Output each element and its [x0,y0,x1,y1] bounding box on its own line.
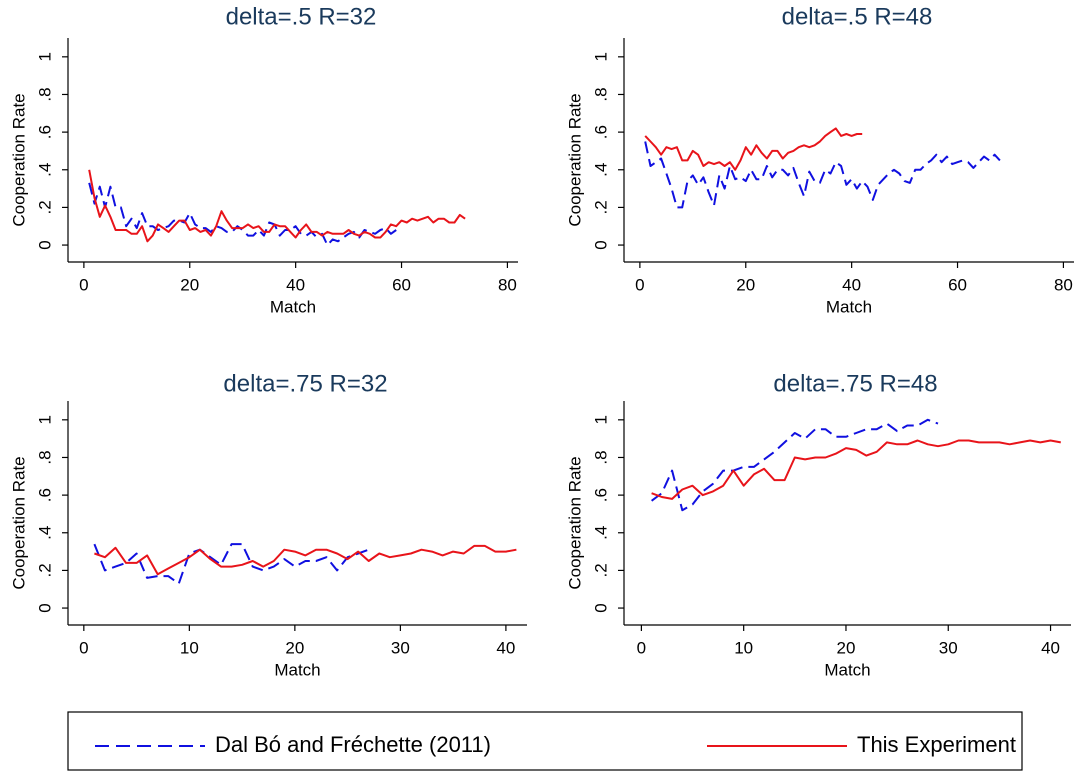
series-line [651,439,1061,500]
x-tick-label: 20 [180,275,199,294]
series-line [644,127,863,171]
x-tick-label: 40 [286,275,305,294]
y-tick-label: .4 [35,526,54,540]
chart-title: delta=.75 R=48 [773,370,937,397]
y-tick-label: .6 [591,488,610,502]
series-line [651,418,939,512]
y-tick-label: 0 [35,603,54,612]
y-tick-label: .2 [35,200,54,214]
y-tick-label: .4 [35,163,54,177]
x-axis-label: Match [274,660,320,679]
chart-title: delta=.5 R=32 [226,3,377,30]
x-tick-label: 20 [837,638,856,657]
y-tick-label: 0 [591,240,610,249]
legend-label: This Experiment [857,732,1016,757]
series-line [94,544,517,576]
x-tick-label: 80 [498,275,517,294]
y-tick-label: .6 [591,125,610,139]
y-tick-label: .4 [591,163,610,177]
x-tick-label: 20 [285,638,304,657]
series-line [93,543,370,585]
y-tick-label: 0 [591,603,610,612]
y-tick-label: .2 [35,563,54,577]
y-axis-label: Cooperation Rate [9,93,28,226]
x-tick-label: 0 [79,275,88,294]
x-axis-label: Match [826,297,872,316]
y-tick-label: .8 [591,87,610,101]
chart-title: delta=.5 R=48 [782,3,933,30]
x-tick-label: 0 [79,638,88,657]
x-tick-label: 10 [180,638,199,657]
x-axis-label: Match [824,660,870,679]
y-tick-label: 1 [35,415,54,424]
x-tick-label: 0 [637,638,646,657]
x-tick-label: 40 [1041,638,1060,657]
series-line [644,141,1001,209]
y-tick-label: .2 [591,200,610,214]
y-axis-label: Cooperation Rate [9,456,28,589]
y-tick-label: .8 [591,450,610,464]
x-tick-label: 30 [391,638,410,657]
y-axis-label: Cooperation Rate [565,93,584,226]
y-tick-label: 0 [35,240,54,249]
series-line [88,169,466,243]
y-tick-label: 1 [591,415,610,424]
x-tick-label: 80 [1054,275,1073,294]
series-line [88,182,397,247]
chart-title: delta=.75 R=32 [223,370,387,397]
y-tick-label: 1 [591,52,610,61]
y-tick-label: .8 [35,450,54,464]
y-tick-label: .6 [35,488,54,502]
y-tick-label: .2 [591,563,610,577]
legend-box [67,711,1023,771]
x-tick-label: 0 [635,275,644,294]
legend-label: Dal Bó and Fréchette (2011) [215,732,491,757]
y-tick-label: .8 [35,87,54,101]
x-axis-label: Match [270,297,316,316]
y-axis-label: Cooperation Rate [565,456,584,589]
x-tick-label: 30 [939,638,958,657]
y-tick-label: 1 [35,52,54,61]
x-tick-label: 40 [496,638,515,657]
y-tick-label: .4 [591,526,610,540]
x-tick-label: 60 [948,275,967,294]
x-tick-label: 60 [392,275,411,294]
y-tick-label: .6 [35,125,54,139]
x-tick-label: 20 [736,275,755,294]
x-tick-label: 10 [734,638,753,657]
x-tick-label: 40 [842,275,861,294]
